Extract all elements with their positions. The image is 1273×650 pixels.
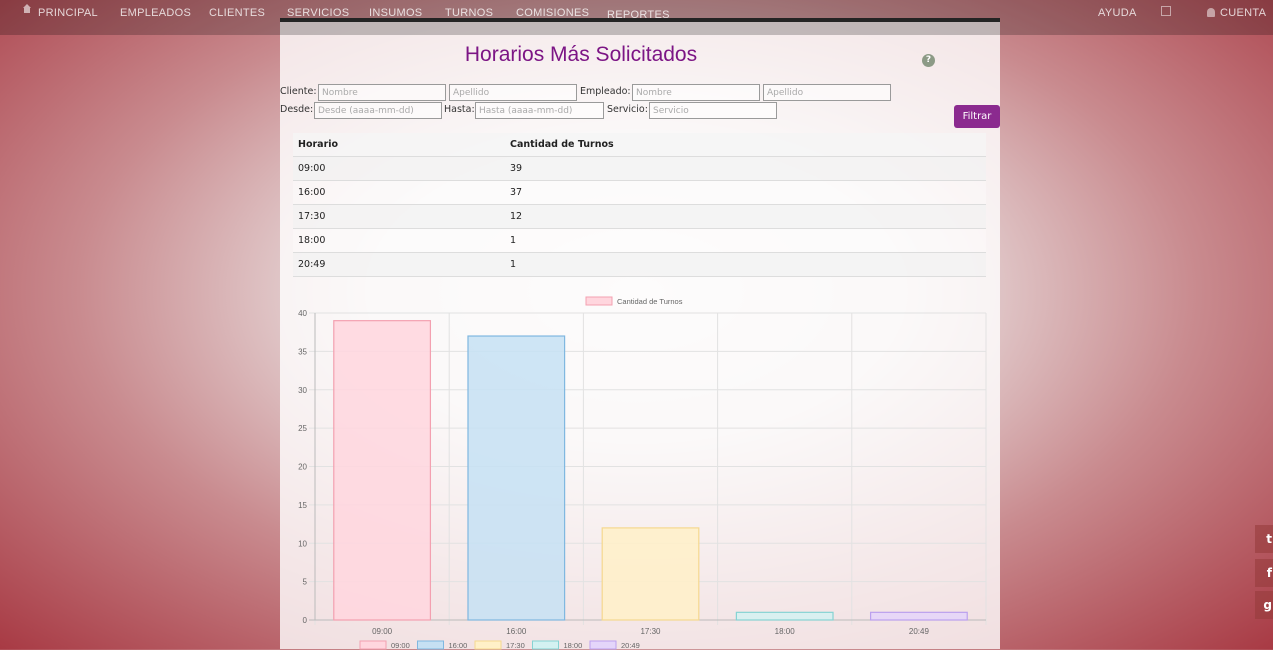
cell-cantidad: 1 [505, 252, 986, 277]
legend-swatch [532, 640, 559, 650]
bar [467, 335, 566, 621]
legend-label: 09:00 [391, 641, 410, 650]
table-row: 18:00 1 [293, 228, 986, 253]
empleado-apellido-input[interactable] [763, 84, 891, 101]
nav-cuenta[interactable]: CUENTA [1207, 7, 1266, 19]
bar [869, 611, 968, 621]
cell-cantidad: 12 [505, 204, 986, 229]
y-tick-label: 25 [298, 424, 307, 433]
nav-ayuda[interactable]: AYUDA [1098, 7, 1137, 19]
y-tick-label: 15 [298, 501, 307, 510]
y-tick-label: 30 [298, 386, 307, 395]
top-navbar: PRINCIPAL EMPLEADOS CLIENTES SERVICIOS I… [0, 0, 1273, 35]
legend-swatch [589, 640, 617, 650]
column-header-horario: Horario [293, 133, 505, 157]
cell-cantidad: 1 [505, 228, 986, 253]
table-row: 20:49 1 [293, 252, 986, 277]
nav-turnos[interactable]: TURNOS [445, 7, 494, 19]
table-header-row: Horario Cantidad de Turnos [293, 133, 986, 157]
table-row: 09:00 39 [293, 156, 986, 181]
legend-label: 18:00 [564, 641, 583, 650]
bar [735, 611, 834, 621]
google-plus-icon[interactable]: g [1255, 591, 1273, 619]
cell-horario: 16:00 [293, 180, 505, 205]
x-tick-label: 17:30 [640, 627, 661, 636]
x-tick-label: 18:00 [775, 627, 796, 636]
cliente-nombre-input[interactable] [318, 84, 446, 101]
x-tick-label: 20:49 [909, 627, 930, 636]
servicio-input[interactable] [649, 102, 777, 119]
nav-empleados[interactable]: EMPLEADOS [120, 7, 192, 19]
column-header-cantidad: Cantidad de Turnos [505, 133, 986, 157]
nav-cuenta-label: CUENTA [1220, 7, 1267, 19]
results-table: Horario Cantidad de Turnos 09:00 39 16:0… [293, 133, 986, 277]
nav-servicios[interactable]: SERVICIOS [287, 7, 350, 19]
cell-horario: 20:49 [293, 252, 505, 277]
y-tick-label: 10 [298, 539, 307, 548]
desde-input[interactable] [314, 102, 442, 119]
nav-comisiones[interactable]: COMISIONES [516, 7, 590, 19]
legend-swatch [359, 640, 387, 650]
cell-cantidad: 39 [505, 156, 986, 181]
calendar-icon[interactable] [1161, 6, 1171, 16]
desde-label: Desde: [280, 104, 314, 115]
hasta-label: Hasta: [444, 104, 475, 115]
legend-swatch [585, 296, 613, 306]
x-tick-label: 09:00 [372, 627, 393, 636]
cell-horario: 17:30 [293, 204, 505, 229]
bar-chart: 0 5 10 15 20 25 30 35 40 09:00 16:00 17:30 18:00 20:4… [298, 296, 987, 650]
nav-reportes[interactable]: REPORTES [607, 9, 670, 21]
filter-button[interactable]: Filtrar [954, 105, 1000, 128]
nav-clientes[interactable]: CLIENTES [209, 7, 266, 19]
y-tick-label: 5 [303, 578, 308, 587]
table-row: 16:00 37 [293, 180, 986, 205]
nav-principal[interactable]: PRINCIPAL [22, 4, 98, 19]
servicio-label: Servicio: [607, 104, 648, 115]
empleado-label: Empleado: [580, 86, 631, 97]
cell-horario: 18:00 [293, 228, 505, 253]
empleado-nombre-input[interactable] [632, 84, 760, 101]
bar [601, 527, 700, 621]
cliente-apellido-input[interactable] [449, 84, 577, 101]
y-tick-label: 35 [298, 347, 307, 356]
legend-swatch [417, 640, 444, 650]
hasta-input[interactable] [475, 102, 604, 119]
home-icon [22, 4, 32, 16]
cell-cantidad: 37 [505, 180, 986, 205]
cliente-label: Cliente: [280, 86, 317, 97]
report-panel: Horarios Más Solicitados ? Cliente: Empl… [280, 18, 1000, 650]
facebook-icon[interactable]: f [1255, 559, 1273, 587]
twitter-icon[interactable]: t [1255, 525, 1273, 553]
nav-principal-label: PRINCIPAL [38, 7, 98, 19]
y-tick-label: 40 [298, 309, 307, 318]
legend-label: Cantidad de Turnos [617, 297, 683, 306]
cell-horario: 09:00 [293, 156, 505, 181]
y-tick-label: 0 [303, 616, 308, 625]
legend-label: 20:49 [621, 641, 640, 650]
legend-label: 17:30 [506, 641, 525, 650]
user-icon [1207, 8, 1215, 17]
bar [333, 320, 432, 621]
nav-insumos[interactable]: INSUMOS [369, 7, 423, 19]
table-row: 17:30 12 [293, 204, 986, 229]
help-icon[interactable]: ? [922, 54, 935, 67]
y-tick-label: 20 [298, 463, 307, 472]
legend-label: 16:00 [449, 641, 468, 650]
legend-swatch [474, 640, 502, 650]
page-title: Horarios Más Solicitados [464, 43, 698, 66]
x-tick-label: 16:00 [506, 627, 527, 636]
